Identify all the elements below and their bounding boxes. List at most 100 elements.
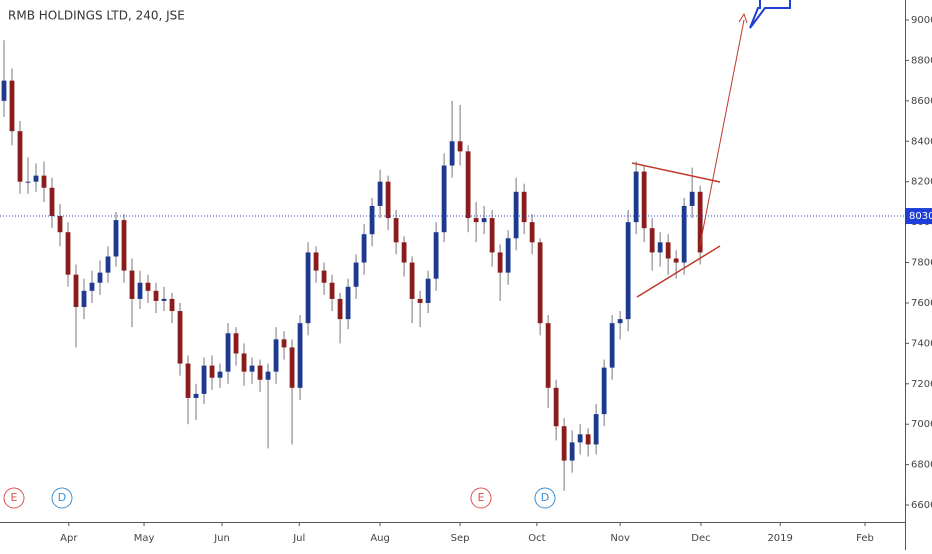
- candle-body: [449, 141, 455, 166]
- candle-body: [25, 181, 31, 183]
- candle-body: [89, 282, 95, 291]
- candle-body: [385, 181, 391, 219]
- x-tick-label: Jul: [292, 533, 305, 544]
- y-tick-label: 8600: [911, 96, 932, 107]
- event-marker: [470, 487, 492, 509]
- last-price-tag: [905, 208, 932, 225]
- y-tick-label: 6600: [911, 500, 932, 511]
- x-tick-label: Oct: [528, 533, 545, 544]
- candle-body: [129, 270, 135, 299]
- candle-body: [617, 319, 623, 324]
- candle-body: [217, 371, 223, 378]
- candle-body: [649, 228, 655, 253]
- candle-body: [249, 365, 255, 372]
- candle-body: [553, 387, 559, 427]
- candle-body: [657, 242, 663, 253]
- candle-body: [369, 205, 375, 235]
- trend-line-lower: [636, 245, 721, 298]
- candle-body: [1, 80, 7, 101]
- y-tick-label: 8800: [911, 55, 932, 66]
- candle-body: [337, 298, 343, 320]
- candle-body: [297, 323, 303, 388]
- event-label: E: [11, 491, 18, 504]
- candle-body: [97, 272, 103, 283]
- candle-body: [257, 365, 263, 380]
- trend-line-upper: [631, 162, 721, 183]
- y-tick-label: 9000: [911, 15, 932, 26]
- x-tick-label: Dec: [691, 533, 710, 544]
- candle-body: [433, 232, 439, 279]
- candle-body: [633, 171, 639, 223]
- arrow-head: [738, 12, 748, 24]
- candle-body: [105, 256, 111, 273]
- x-tick-label: Sep: [451, 533, 470, 544]
- candle-body: [49, 187, 55, 217]
- candle-body: [409, 262, 415, 299]
- candle-body: [177, 311, 183, 364]
- candle-body: [41, 175, 47, 188]
- y-tick-label: 7600: [911, 298, 932, 309]
- candle-body: [537, 242, 543, 324]
- event-marker: [534, 487, 556, 509]
- candle-body: [585, 434, 591, 445]
- x-tick-label: Aug: [370, 533, 390, 544]
- candle-body: [417, 298, 423, 303]
- y-tick-label: 6800: [911, 460, 932, 471]
- candle-body: [305, 252, 311, 324]
- event-label: E: [478, 491, 485, 504]
- candle-body: [65, 232, 71, 275]
- x-tick-label: May: [134, 533, 155, 544]
- x-tick-label: 2019: [767, 533, 792, 544]
- candle-body: [281, 339, 287, 348]
- candle-body: [345, 286, 351, 320]
- y-tick-label: 8400: [911, 136, 932, 147]
- event-marker: [3, 487, 25, 509]
- candle-body: [153, 290, 159, 301]
- y-tick-label: 7800: [911, 258, 932, 269]
- candle-body: [697, 191, 703, 253]
- candle-body: [57, 216, 63, 233]
- candle-body: [113, 220, 119, 257]
- event-label: D: [58, 491, 66, 504]
- candle-body: [289, 347, 295, 388]
- candle-body: [161, 298, 167, 301]
- candle-body: [593, 414, 599, 445]
- candle-body: [689, 191, 695, 206]
- callout-box: [749, 0, 791, 29]
- x-tick-label: Apr: [60, 533, 78, 544]
- candle-body: [241, 353, 247, 372]
- chart-title: RMB HOLDINGS LTD, 240, JSE: [8, 9, 185, 23]
- candle-body: [473, 218, 479, 223]
- x-tick-label: Jun: [213, 533, 230, 544]
- candle-body: [73, 274, 79, 307]
- candle-body: [81, 290, 87, 307]
- last-price-label: 8030: [909, 211, 932, 222]
- y-tick-label: 7400: [911, 338, 932, 349]
- candle-body: [145, 282, 151, 291]
- y-tick-label: 8200: [911, 177, 932, 188]
- candle-body: [673, 258, 679, 263]
- candle-body: [353, 262, 359, 287]
- candle-body: [361, 234, 367, 263]
- candle-body: [601, 367, 607, 415]
- candle-body: [465, 151, 471, 219]
- candle-body: [489, 218, 495, 253]
- x-tick-label: Nov: [610, 533, 630, 544]
- candle-body: [561, 426, 567, 461]
- candle-body: [9, 80, 15, 132]
- candle-body: [313, 252, 319, 271]
- candle-body: [137, 282, 143, 299]
- candle-body: [225, 333, 231, 372]
- candle-body: [321, 270, 327, 283]
- y-tick-label: 7200: [911, 379, 932, 390]
- candle-body: [505, 238, 511, 273]
- candle-body: [209, 365, 215, 378]
- candle-body: [273, 339, 279, 372]
- event-label: D: [541, 491, 549, 504]
- candle-body: [201, 365, 207, 394]
- candle-body: [265, 371, 271, 380]
- candle-body: [625, 222, 631, 320]
- candle-body: [185, 363, 191, 398]
- x-tick-label: Feb: [856, 533, 874, 544]
- candle-body: [577, 434, 583, 443]
